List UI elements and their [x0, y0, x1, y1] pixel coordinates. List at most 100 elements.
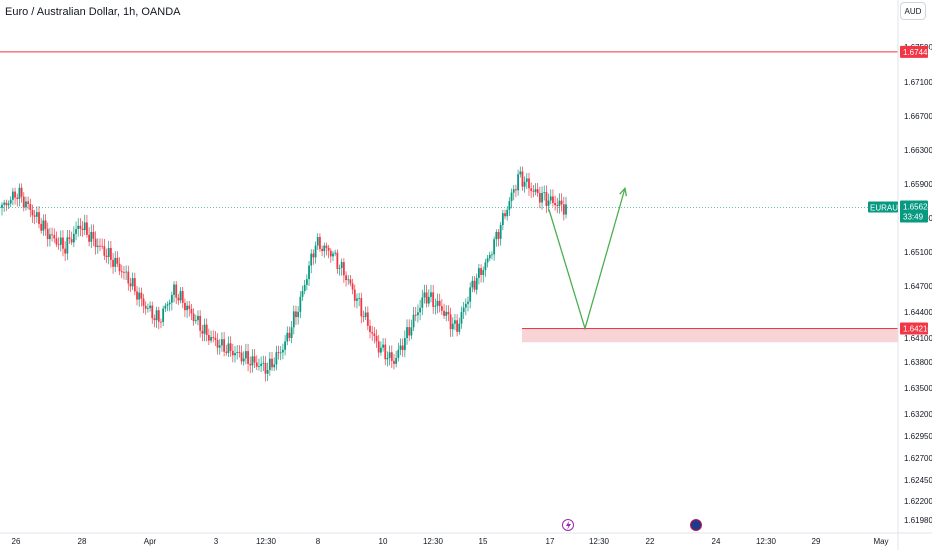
candle-body — [375, 336, 378, 342]
candle-body — [549, 196, 552, 201]
candle-body — [327, 247, 330, 251]
candle-body — [153, 318, 156, 321]
symbol-tag-text: EURAUD — [870, 203, 904, 212]
candle-body — [388, 352, 391, 358]
candle-body — [504, 213, 506, 217]
candle-body — [345, 275, 347, 281]
candle-body — [515, 189, 517, 191]
candle-body — [177, 297, 180, 301]
candle-body — [508, 201, 511, 210]
candle-body — [266, 370, 269, 374]
candle-body — [562, 204, 565, 215]
candle-body — [316, 237, 319, 246]
price-axis-label: 1.62950 — [904, 432, 932, 441]
candle-body — [360, 298, 363, 317]
candle-body — [120, 271, 123, 273]
candle-body — [225, 351, 228, 353]
time-axis-label: 8 — [316, 537, 321, 546]
time-axis-label: 29 — [812, 537, 821, 546]
candle-body — [430, 292, 432, 297]
candle-body — [11, 191, 14, 200]
candle-body — [436, 300, 439, 306]
candle-body — [212, 337, 215, 338]
candle-body — [199, 315, 202, 331]
time-axis-label: 22 — [646, 537, 655, 546]
candle-body — [214, 337, 217, 340]
candle-body — [238, 352, 241, 353]
candle-body — [517, 174, 519, 191]
candle-body — [144, 305, 147, 309]
candle-body — [253, 356, 256, 363]
candle-body — [456, 320, 459, 332]
price-axis-label: 1.65100 — [904, 248, 932, 257]
candle-body — [173, 284, 175, 295]
candle-body — [299, 296, 302, 312]
candle-body — [528, 178, 530, 189]
candle-body — [427, 296, 430, 304]
candle-body — [64, 248, 67, 254]
candle-body — [170, 294, 173, 303]
candle-body — [107, 247, 110, 257]
candle-body — [347, 279, 350, 281]
candle-body — [83, 222, 86, 231]
candle-body — [229, 343, 232, 351]
candle-body — [227, 343, 230, 353]
time-axis-label: 24 — [712, 537, 721, 546]
candle-body — [18, 187, 21, 199]
candle-body — [486, 258, 489, 263]
candle-body — [236, 352, 239, 354]
candle-body — [279, 352, 282, 354]
candle-body — [70, 239, 73, 243]
candle-body — [101, 245, 104, 247]
candle-body — [81, 228, 84, 231]
candle-body — [384, 344, 387, 360]
candle-body — [397, 349, 400, 358]
candle-body — [123, 272, 125, 274]
candle-body — [371, 332, 374, 334]
time-axis-label: Apr — [144, 537, 157, 546]
candle-body — [203, 324, 206, 334]
candle-body — [351, 283, 354, 290]
candle-body — [434, 305, 437, 307]
candles-group — [1, 166, 567, 382]
candle-body — [116, 257, 119, 264]
currency-button[interactable]: AUD — [900, 2, 926, 20]
candle-body — [358, 298, 361, 299]
price-axis-label: 1.64100 — [904, 334, 932, 343]
candle-body — [521, 171, 524, 187]
candle-body — [231, 350, 234, 356]
candle-body — [534, 189, 537, 192]
candle-body — [480, 268, 482, 275]
candle-body — [27, 201, 30, 204]
candle-body — [68, 237, 71, 240]
candle-body — [499, 225, 502, 239]
price-axis-label: 1.63200 — [904, 410, 932, 419]
candle-body — [31, 210, 34, 216]
candle-body — [201, 330, 204, 334]
candle-body — [473, 280, 476, 290]
candle-body — [40, 223, 43, 231]
candle-body — [303, 284, 306, 291]
candle-body — [329, 250, 332, 257]
candle-body — [519, 171, 522, 175]
lightning-event-icon[interactable] — [562, 519, 574, 531]
time-axis-label: 10 — [379, 537, 388, 546]
candle-body — [192, 313, 195, 322]
candle-body — [380, 347, 382, 353]
price-axis-label: 1.63800 — [904, 358, 932, 367]
candle-body — [103, 246, 106, 256]
candle-body — [149, 305, 151, 309]
candle-body — [321, 248, 324, 252]
time-axis-label: 12:30 — [589, 537, 610, 546]
candle-body — [525, 178, 528, 182]
candle-body — [323, 245, 326, 252]
candle-body — [417, 312, 419, 316]
candle-body — [44, 220, 47, 229]
candle-body — [556, 205, 559, 206]
candle-body — [138, 292, 141, 300]
candle-body — [240, 352, 243, 362]
flag-event-icon[interactable] — [690, 519, 702, 531]
candle-body — [184, 302, 186, 311]
